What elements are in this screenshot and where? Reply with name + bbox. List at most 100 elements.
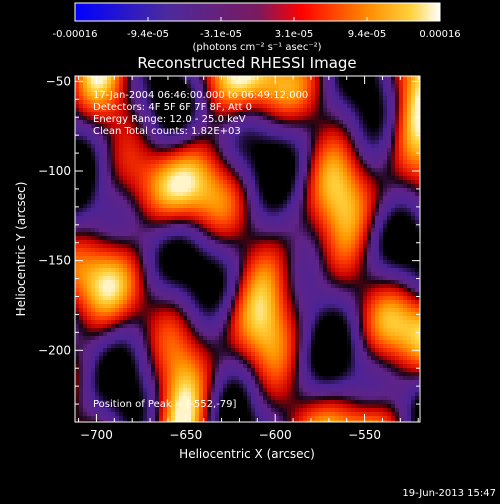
heatmap-cell	[283, 108, 288, 113]
heatmap-cell	[151, 304, 156, 309]
heatmap-cell	[163, 76, 168, 81]
heatmap-cell	[387, 272, 392, 277]
heatmap-cell	[367, 232, 372, 237]
heatmap-cell	[383, 204, 388, 209]
heatmap-cell	[363, 244, 368, 249]
heatmap-cell	[83, 120, 88, 125]
heatmap-cell	[275, 232, 280, 237]
heatmap-cell	[399, 100, 404, 105]
heatmap-cell	[307, 84, 312, 89]
heatmap-cell	[155, 252, 160, 257]
heatmap-cell	[255, 80, 260, 85]
heatmap-cell	[267, 220, 272, 225]
heatmap-cell	[395, 276, 400, 281]
heatmap-cell	[415, 244, 420, 249]
heatmap-cell	[139, 152, 144, 157]
heatmap-cell	[91, 252, 96, 257]
heatmap-cell	[251, 180, 256, 185]
heatmap-cell	[211, 204, 216, 209]
heatmap-cell	[359, 228, 364, 233]
heatmap-cell	[239, 156, 244, 161]
heatmap-cell	[343, 220, 348, 225]
heatmap-cell	[75, 204, 80, 209]
heatmap-cell	[347, 124, 352, 129]
heatmap-cell	[383, 196, 388, 201]
heatmap-cell	[191, 252, 196, 257]
heatmap-cell	[275, 280, 280, 285]
heatmap-cell	[251, 292, 256, 297]
heatmap-cell	[403, 196, 408, 201]
heatmap-cell	[191, 292, 196, 297]
heatmap-cell	[263, 84, 268, 89]
heatmap-cell	[219, 280, 224, 285]
heatmap-cell	[371, 76, 376, 81]
heatmap-cell	[235, 224, 240, 229]
heatmap-cell	[363, 192, 368, 197]
heatmap-cell	[195, 204, 200, 209]
heatmap-cell	[359, 184, 364, 189]
heatmap-cell	[147, 240, 152, 245]
heatmap-cell	[215, 152, 220, 157]
heatmap-cell	[379, 252, 384, 257]
heatmap-cell	[319, 216, 324, 221]
heatmap-cell	[395, 136, 400, 141]
heatmap-cell	[275, 188, 280, 193]
heatmap-cell	[267, 244, 272, 249]
heatmap-cell	[307, 252, 312, 257]
heatmap-cell	[255, 212, 260, 217]
heatmap-cell	[295, 120, 300, 125]
heatmap-cell	[87, 132, 92, 137]
heatmap-cell	[183, 164, 188, 169]
heatmap-cell	[171, 188, 176, 193]
heatmap-cell	[379, 96, 384, 101]
heatmap-cell	[191, 148, 196, 153]
heatmap-cell	[95, 156, 100, 161]
heatmap-cell	[283, 176, 288, 181]
heatmap-cell	[163, 184, 168, 189]
heatmap-cell	[187, 232, 192, 237]
heatmap-cell	[247, 152, 252, 157]
heatmap-cell	[223, 288, 228, 293]
heatmap-cell	[143, 240, 148, 245]
heatmap-cell	[99, 152, 104, 157]
heatmap-cell	[311, 280, 316, 285]
heatmap-cell	[227, 240, 232, 245]
heatmap-cell	[203, 268, 208, 273]
heatmap-cell	[335, 164, 340, 169]
heatmap-cell	[399, 132, 404, 137]
heatmap-cell	[203, 164, 208, 169]
heatmap-cell	[351, 192, 356, 197]
heatmap-cell	[111, 296, 116, 301]
heatmap-cell	[271, 200, 276, 205]
heatmap-cell	[163, 180, 168, 185]
heatmap-cell	[227, 192, 232, 197]
heatmap-cell	[215, 192, 220, 197]
heatmap-cell	[211, 288, 216, 293]
heatmap-cell	[167, 288, 172, 293]
heatmap-cell	[99, 80, 104, 85]
heatmap-cell	[283, 276, 288, 281]
heatmap-cell	[267, 228, 272, 233]
heatmap-cell	[159, 260, 164, 265]
heatmap-cell	[111, 240, 116, 245]
heatmap-cell	[267, 108, 272, 113]
heatmap-cell	[411, 84, 416, 89]
heatmap-cell	[247, 184, 252, 189]
heatmap-cell	[403, 252, 408, 257]
heatmap-cell	[383, 168, 388, 173]
heatmap-cell	[379, 220, 384, 225]
heatmap-cell	[351, 296, 356, 301]
heatmap-cell	[303, 164, 308, 169]
heatmap-cell	[219, 276, 224, 281]
heatmap-cell	[299, 196, 304, 201]
heatmap-cell	[391, 272, 396, 277]
heatmap-cell	[339, 212, 344, 217]
heatmap-cell	[247, 132, 252, 137]
heatmap-cell	[211, 280, 216, 285]
heatmap-cell	[315, 132, 320, 137]
heatmap-cell	[403, 152, 408, 157]
heatmap-cell	[323, 200, 328, 205]
heatmap-cell	[115, 252, 120, 257]
heatmap-cell	[303, 288, 308, 293]
heatmap-cell	[203, 152, 208, 157]
